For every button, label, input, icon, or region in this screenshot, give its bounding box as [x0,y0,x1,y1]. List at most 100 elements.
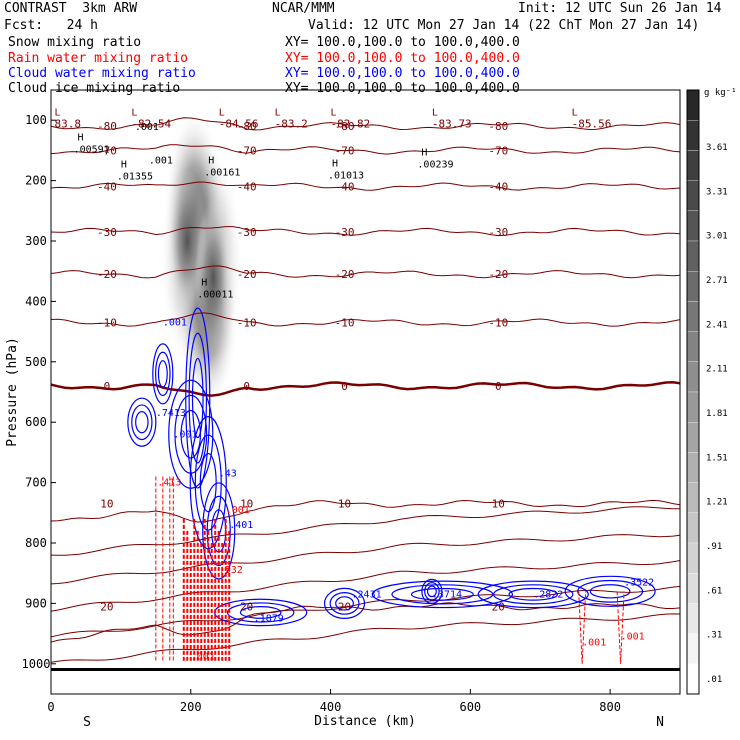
cloud-water-contour [226,602,295,623]
temperature-contour-label: 10 [492,498,505,511]
cloud-water-contour [508,587,559,601]
rain-contour-line [616,591,625,664]
cloud-water-label: .001 [163,318,187,329]
y-tick-label: 300 [25,234,47,248]
cloud-water-label: .3522 [624,577,654,588]
low-marker: L [275,107,281,118]
axes: 0 200 400 600 800100200300400500600700800900… [22,113,621,714]
colorbar-label: .31 [706,631,722,641]
snow-max-value: .00239 [417,160,453,171]
rain-contours [155,476,625,664]
colorbar-swatch [686,120,700,151]
temperature-contour-label: -30 [335,226,355,239]
snow-max-value: .00161 [204,167,240,178]
rain-label: .001 [582,638,606,649]
colorbar-swatch [686,89,700,121]
temperature-contour-label: -20 [237,268,257,281]
colorbar-label: 2.71 [706,276,728,286]
temperature-contour-label: 0 [243,380,250,393]
snow-contour-label: .001 [149,156,173,167]
header-source: NCAR/MMM [272,1,335,16]
temperature-contour-label: -80 [335,120,355,133]
temperature-contour-label: -20 [335,268,355,281]
cloud-water-label: .401 [229,520,253,531]
low-marker: L [131,107,137,118]
snow-max-marker: H [121,160,127,171]
cloud-water-contour [477,580,589,609]
colorbar-swatch [686,210,700,242]
colorbar-swatch [686,391,700,423]
colorbar-swatch [686,603,700,634]
plot-area: -80 -80 -80 -80 -70 -70 -70 -70 -40 -40 -40 -40 -30 -… [51,107,680,671]
colorbar-swatch [686,180,700,211]
snow-max-marker: H [332,158,338,169]
colorbar-frame [686,89,700,695]
colorbar-swatch [686,240,700,272]
cloud-water-contour [329,592,360,615]
temperature-contour-line [51,265,680,279]
low-marker: L [54,107,60,118]
temperature-contour-label: 10 [100,498,113,511]
temperature-contour-label: -80 [97,120,117,133]
cloud-water-contour [157,360,168,388]
x-tick-label: 0 [47,700,54,714]
cloud-water-contour [323,587,366,620]
colorbar-swatch [686,542,700,574]
snow-max-value: .01355 [117,172,153,183]
cloud-water-contour [239,606,282,619]
temperature-contour-label: -70 [488,144,508,157]
temperature-contour-line [51,117,680,131]
y-axis-label: Pressure (hPa) [5,337,20,447]
temperature-contour-line [51,506,680,556]
snow-max-value: .00591 [74,144,110,155]
temperature-contour-line [51,381,680,397]
cloud-water-contour [206,495,231,567]
cloud-water-contour [589,584,631,599]
colorbar-swatch [686,452,700,483]
y-tick-label: 600 [25,415,47,429]
temperature-contour-label: 20 [100,600,113,613]
x-tick-label: 600 [459,700,481,714]
cloud-water-contours [127,307,656,627]
rain-label: .001 [226,505,250,516]
colorbar-label: 3.31 [706,187,728,197]
snow-max-marker: H [421,148,427,159]
cloud-water-contour [424,582,440,601]
x-tick-label: 200 [180,700,202,714]
low-value-label: -83.73 [432,117,472,130]
cloud-water-contour [577,579,644,603]
low-value-label: -82.54 [131,117,171,130]
left-end-label: S [83,715,91,730]
temperature-contour-label: -30 [237,226,257,239]
colorbar-swatch [686,422,700,453]
x-tick-label: 400 [320,700,342,714]
cloud-water-contour [391,584,494,605]
rain-label: .413 [157,478,181,489]
temperature-contour-label: -40 [97,181,117,194]
snow-max-value: .01013 [328,170,364,181]
cloud-water-contour [371,580,513,609]
colorbar-swatch [686,361,700,393]
plot-frame [50,89,681,695]
temperature-contour-line [51,585,680,638]
temperature-contour-label: -20 [97,268,117,281]
temperature-contour-label: -10 [335,317,355,330]
low-value-label: -84.56 [219,117,259,130]
colorbar-label: .91 [706,542,722,552]
temperature-contour-label: -70 [335,144,355,157]
cloud-water-label: .001 [173,429,197,440]
temperature-contour-line [51,499,680,523]
field-label-cloud-ice: Cloud ice mixing ratio [8,81,181,96]
temperature-contour-label: -10 [488,317,508,330]
colorbar-swatch [686,331,700,362]
low-value-label: -85.56 [572,117,612,130]
colorbar-label: 3.61 [706,143,728,153]
right-end-label: N [656,715,664,730]
cloud-water-contour [135,411,149,434]
temperature-contour-label: -80 [488,120,508,133]
cloud-water-contour [426,585,437,598]
temperature-contour-label: 20 [338,600,351,613]
header-fcst: Fcst: 24 h [4,18,98,33]
cloud-water-label: .2431 [352,589,382,600]
cloud-water-contour [199,452,217,513]
